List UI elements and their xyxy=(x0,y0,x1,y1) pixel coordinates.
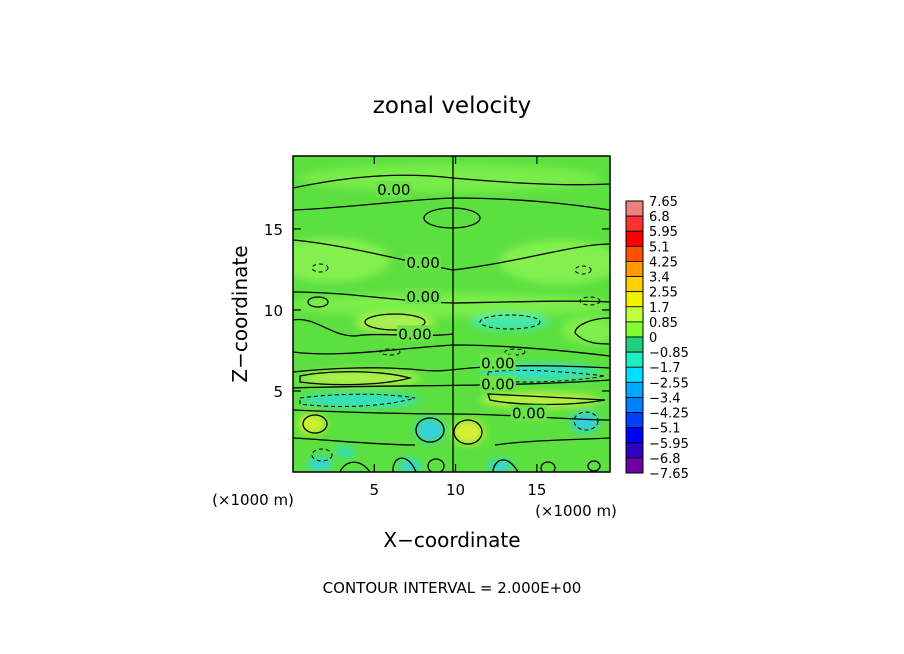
contour-lines xyxy=(293,156,610,472)
colorbar-label: 3.4 xyxy=(649,271,670,286)
y-tick-label: 5 xyxy=(273,383,283,401)
colorbar-label: −2.55 xyxy=(649,376,689,391)
x-axis-label: X−coordinate xyxy=(383,528,520,552)
colorbar-label: −4.25 xyxy=(649,407,689,422)
contour-label-bg xyxy=(405,287,442,304)
contour-label: 0.00 xyxy=(481,375,514,393)
y-tick-label: 15 xyxy=(264,221,283,239)
colorbar-cell xyxy=(625,245,644,262)
contour-label-bg xyxy=(479,354,516,371)
contour-labels: 0.00 0.00 0.00 0.00 0.00 0.00 0.00 xyxy=(375,181,547,423)
colorbar-cell xyxy=(625,276,644,293)
contour-label: 0.00 xyxy=(481,354,514,372)
contour-label: 0.00 xyxy=(377,181,410,199)
chart-title: zonal velocity xyxy=(373,93,531,119)
contour-label: 0.00 xyxy=(512,405,545,423)
colorbar-label: 1.7 xyxy=(649,301,670,316)
colorbar-frame xyxy=(625,200,644,474)
plot-frame xyxy=(292,155,611,473)
x-tick-label: 5 xyxy=(370,481,380,499)
x-tick-label: 10 xyxy=(446,481,465,499)
colorbar-cell xyxy=(625,442,644,459)
y-axis: 5 10 15 xyxy=(264,221,610,401)
colorbar-label: 4.25 xyxy=(649,255,678,270)
colorbar-cell xyxy=(625,412,644,429)
colorbar-label: 5.95 xyxy=(649,225,678,240)
colorbar-labels: 7.656.85.955.14.253.42.551.70.850−0.85−1… xyxy=(649,195,689,482)
contour-label-bg xyxy=(375,181,412,198)
colorbar-cell xyxy=(625,427,644,444)
colorbar-cell xyxy=(625,200,644,217)
colorbar-cell xyxy=(625,321,644,338)
colorbar xyxy=(625,200,644,474)
contour-label: 0.00 xyxy=(406,288,439,306)
colorbar-label: −7.65 xyxy=(649,467,689,482)
colorbar-cell xyxy=(625,230,644,247)
colorbar-cell xyxy=(625,381,644,398)
contour-label-bg xyxy=(510,404,547,421)
colorbar-cell xyxy=(625,457,644,474)
colorbar-cell xyxy=(625,366,644,383)
x-tick-label: 15 xyxy=(527,481,546,499)
y-axis-label: Z−coordinate xyxy=(228,245,252,382)
contour-label: 0.00 xyxy=(398,325,431,343)
colorbar-cell xyxy=(625,291,644,308)
contour-interval-note: CONTOUR INTERVAL = 2.000E+00 xyxy=(323,579,582,597)
colorbar-label: −6.8 xyxy=(649,452,681,467)
colorbar-cell xyxy=(625,351,644,368)
colorbar-label: 0 xyxy=(649,331,657,346)
x-unit-left: (×1000 m) xyxy=(212,491,294,509)
colorbar-cell xyxy=(625,397,644,413)
contour-label: 0.00 xyxy=(406,254,439,272)
contour-label-bg xyxy=(479,375,516,392)
colorbar-label: −5.1 xyxy=(649,422,681,437)
x-axis: 5 10 15 xyxy=(370,156,546,499)
colorbar-label: −5.95 xyxy=(649,437,689,452)
colorbar-label: −0.85 xyxy=(649,346,689,361)
colorbar-label: 5.1 xyxy=(649,240,670,255)
colorbar-label: 2.55 xyxy=(649,286,678,301)
colorbar-label: 0.85 xyxy=(649,316,678,331)
colorbar-cell xyxy=(625,306,644,323)
contour-label-bg xyxy=(396,325,433,342)
colorbar-cell xyxy=(625,215,644,232)
contour-label-bg xyxy=(405,253,442,270)
x-unit-right: (×1000 m) xyxy=(535,502,617,520)
plot-area: 0.00 0.00 0.00 0.00 0.00 0.00 0.00 xyxy=(293,156,610,472)
colorbar-label: 6.8 xyxy=(649,210,670,225)
colorbar-label: −3.4 xyxy=(649,391,681,406)
colorbar-cell xyxy=(625,336,644,353)
y-tick-label: 10 xyxy=(264,302,283,320)
colorbar-label: 7.65 xyxy=(649,195,678,210)
colorbar-label: −1.7 xyxy=(649,361,681,376)
colorbar-cell xyxy=(625,261,644,277)
